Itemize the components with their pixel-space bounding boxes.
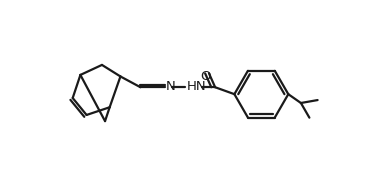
Text: N: N (166, 80, 175, 93)
Text: HN: HN (187, 80, 206, 93)
Text: O: O (200, 70, 210, 83)
